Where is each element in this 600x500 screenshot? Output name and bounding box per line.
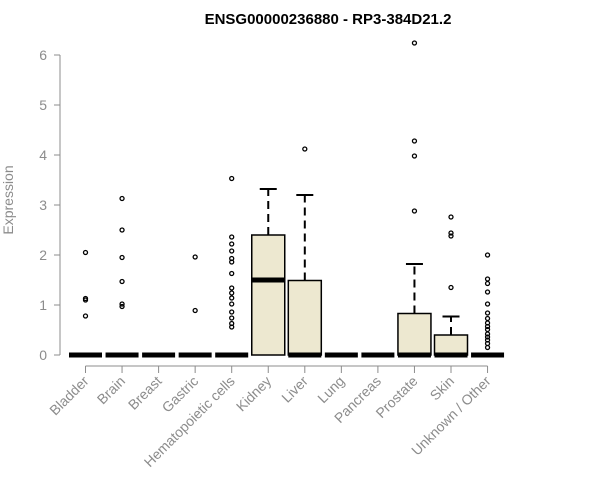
box	[397, 312, 432, 356]
y-tick-label: 1	[39, 297, 47, 313]
y-tick-label: 4	[39, 147, 47, 163]
outlier-point	[448, 284, 454, 291]
outlier-point	[229, 309, 235, 315]
y-tick-label: 6	[39, 47, 47, 63]
outlier-point	[411, 153, 418, 159]
chart-title: ENSG00000236880 - RP3-384D21.2	[205, 11, 452, 28]
y-tick-label: 5	[39, 97, 47, 113]
outlier-point	[229, 295, 235, 301]
x-tick-label: Lung	[314, 373, 347, 406]
outlier-point	[411, 138, 418, 144]
y-tick-label: 3	[39, 197, 47, 213]
y-tick-label: 2	[39, 247, 47, 263]
outlier-point	[82, 249, 89, 256]
outlier-point	[119, 303, 125, 310]
outlier-point	[192, 307, 198, 314]
outlier-point	[82, 313, 89, 319]
outlier-point	[229, 248, 235, 254]
box-group	[397, 40, 432, 358]
outlier-point	[484, 315, 491, 322]
outlier-point	[229, 290, 235, 296]
outlier-point	[229, 241, 235, 247]
box-group	[178, 254, 212, 358]
outlier-point	[484, 326, 491, 333]
outlier-point	[484, 331, 491, 337]
outlier-point	[229, 259, 235, 265]
y-axis-label: Expression	[0, 165, 16, 234]
plot-area	[69, 40, 505, 358]
outlier-point	[229, 175, 235, 182]
outlier-point	[448, 230, 454, 236]
box	[287, 279, 323, 356]
outlier-point	[119, 278, 125, 285]
outlier-point	[411, 208, 418, 214]
outlier-point	[484, 252, 491, 258]
outlier-point	[484, 301, 491, 307]
box-group	[215, 175, 249, 358]
outlier-point	[119, 301, 125, 307]
box-group	[69, 249, 102, 358]
outlier-point	[119, 195, 125, 202]
box	[251, 234, 286, 356]
outlier-point	[119, 254, 125, 261]
outlier-point	[448, 214, 454, 220]
outlier-point	[229, 315, 235, 321]
outlier-point	[448, 233, 454, 239]
outlier-point	[192, 254, 198, 260]
x-tick-label: Brain	[94, 373, 128, 407]
x-tick-label: Bladder	[46, 373, 92, 419]
box	[433, 334, 469, 356]
outlier-point	[229, 285, 235, 291]
x-tick-label: Kidney	[233, 373, 275, 415]
outlier-point	[229, 234, 235, 240]
outlier-point	[229, 270, 235, 277]
outlier-point	[411, 40, 418, 46]
outlier-point	[484, 280, 491, 287]
box-group	[105, 195, 139, 358]
y-axis: 0 1 2 3 4 5 6	[39, 47, 61, 363]
outlier-point	[484, 289, 491, 295]
x-tick-label: Breast	[125, 373, 165, 413]
outlier-point	[484, 334, 491, 340]
box-group	[471, 252, 505, 358]
outlier-point	[484, 310, 491, 316]
outlier-point	[229, 301, 235, 307]
outlier-point	[119, 227, 125, 233]
x-tick-label: Skin	[427, 373, 458, 404]
box-group	[287, 146, 323, 358]
box-group	[251, 188, 286, 356]
outlier-point	[484, 276, 491, 282]
outlier-point	[82, 297, 89, 303]
y-tick-label: 0	[39, 347, 47, 363]
outlier-point	[484, 344, 491, 351]
box-group	[433, 214, 469, 358]
outlier-point	[302, 146, 308, 152]
x-tick-label: Liver	[278, 373, 311, 406]
outlier-point	[484, 323, 491, 330]
outlier-point	[229, 324, 235, 330]
